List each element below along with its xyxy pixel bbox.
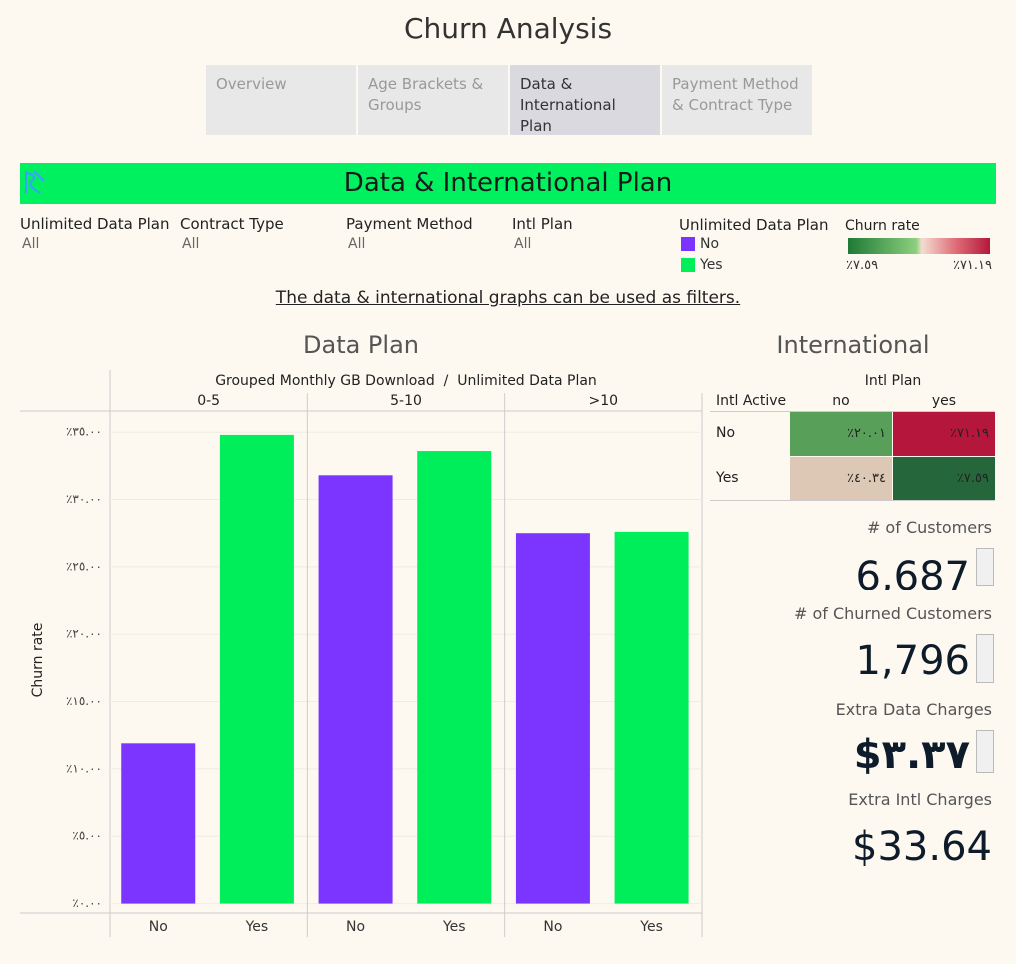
nav-tab[interactable]: Overview (206, 65, 356, 135)
legend-label[interactable]: Yes (700, 257, 723, 273)
scrollbar[interactable] (976, 634, 994, 683)
legend-title: Churn rate (845, 218, 920, 234)
banner-title: Data & International Plan (343, 168, 673, 198)
note: The data & international graphs can be u… (275, 288, 741, 308)
divider (710, 411, 995, 412)
x-tick-label: No (346, 919, 365, 935)
column-header: Intl Plan (864, 373, 922, 389)
filter-value[interactable]: All (22, 236, 40, 252)
section-title: International (776, 331, 930, 359)
legend-swatch (681, 258, 695, 272)
nav-tab[interactable]: Data & International Plan (510, 65, 660, 135)
logo (25, 170, 45, 194)
filter-label: Unlimited Data Plan (20, 215, 170, 233)
y-tick-label: ٪١٥.٠٠ (66, 694, 102, 708)
filter-value[interactable]: All (348, 236, 366, 252)
row-header: Intl Active (716, 393, 787, 409)
group-label: >10 (589, 393, 619, 409)
bar-chart: ٪٠.٠٠ ٪٥.٠٠ ٪١٠.٠٠ ٪١٥.٠٠ ٪٢٠.٠٠ ٪٢٥.٠٠ ٪٣٠.٠٠… (20, 370, 703, 937)
kpi-label: # of Customers (866, 518, 992, 537)
bar (614, 531, 689, 904)
group-label: 0-5 (197, 393, 220, 409)
filter-label: Intl Plan (512, 215, 573, 233)
y-tick-label: ٪٣٠.٠٠ (66, 492, 102, 506)
y-tick-label: ٪٥.٠٠ (72, 829, 102, 843)
kpi-label: Extra Intl Charges (848, 790, 992, 809)
row-label: Yes (716, 470, 739, 486)
bar (318, 475, 393, 904)
legend-swatch (681, 237, 695, 251)
group-label: 5-10 (390, 393, 422, 409)
x-tick-label: Yes (442, 919, 466, 935)
row-label: No (716, 425, 736, 441)
nav-tab[interactable]: Payment Method & Contract Type (662, 65, 812, 135)
kpi-value: $33.64 (852, 824, 992, 870)
kpi-clip: 6,687 (820, 548, 970, 590)
scrollbar[interactable] (976, 548, 994, 586)
gradient-bar (848, 238, 990, 254)
bar (121, 743, 196, 904)
legend-min: ٪٧.٥٩ (846, 258, 879, 273)
kpi-value: 6,687 (855, 554, 970, 590)
heat-cell[interactable]: ٪٢٠.٠١ (790, 412, 892, 456)
filter-label: Contract Type (180, 215, 284, 233)
x-tick-label: Yes (639, 919, 663, 935)
x-axis-title: Grouped Monthly GB Download / Unlimited … (215, 373, 597, 389)
y-tick-label: ٪٣٥.٠٠ (66, 425, 102, 439)
legend-title: Unlimited Data Plan (679, 216, 829, 234)
filter-value[interactable]: All (514, 236, 532, 252)
kpi-label: Extra Data Charges (835, 700, 992, 719)
x-tick-label: No (543, 919, 562, 935)
scrollbar[interactable] (976, 730, 994, 773)
y-tick-label: ٪٠.٠٠ (72, 896, 102, 910)
kpi-label: # of Churned Customers (793, 604, 992, 623)
nav-tab[interactable]: Age Brackets & Groups (358, 65, 508, 135)
divider (710, 500, 995, 501)
y-tick-label: ٪١٠.٠٠ (66, 761, 102, 775)
banner: Data & International Plan (20, 163, 996, 204)
x-tick-label: No (149, 919, 168, 935)
kpi-value: $٣.٣٧ (853, 732, 970, 778)
page-title: Churn Analysis (403, 12, 613, 45)
bar (219, 434, 294, 904)
y-axis-title: Churn rate (30, 623, 46, 698)
y-tick-label: ٪٢٠.٠٠ (66, 627, 102, 641)
heat-cell[interactable]: ٪٤٠.٣٤ (790, 457, 892, 501)
x-tick-label: Yes (245, 919, 269, 935)
filter-label: Payment Method (346, 215, 473, 233)
legend-max: ٪٧١.١٩ (952, 258, 992, 273)
section-title: Data Plan (303, 331, 419, 359)
column-label: yes (931, 393, 957, 409)
bar (515, 533, 590, 904)
kpi-value: 1,796 (855, 638, 970, 684)
column-label: no (832, 393, 850, 409)
heat-cell[interactable]: ٪٧.٥٩ (893, 457, 995, 501)
legend-label[interactable]: No (700, 236, 720, 252)
bar (417, 451, 492, 904)
y-tick-label: ٪٢٥.٠٠ (66, 559, 102, 573)
filter-value[interactable]: All (182, 236, 200, 252)
heat-cell[interactable]: ٪٧١.١٩ (893, 412, 995, 456)
